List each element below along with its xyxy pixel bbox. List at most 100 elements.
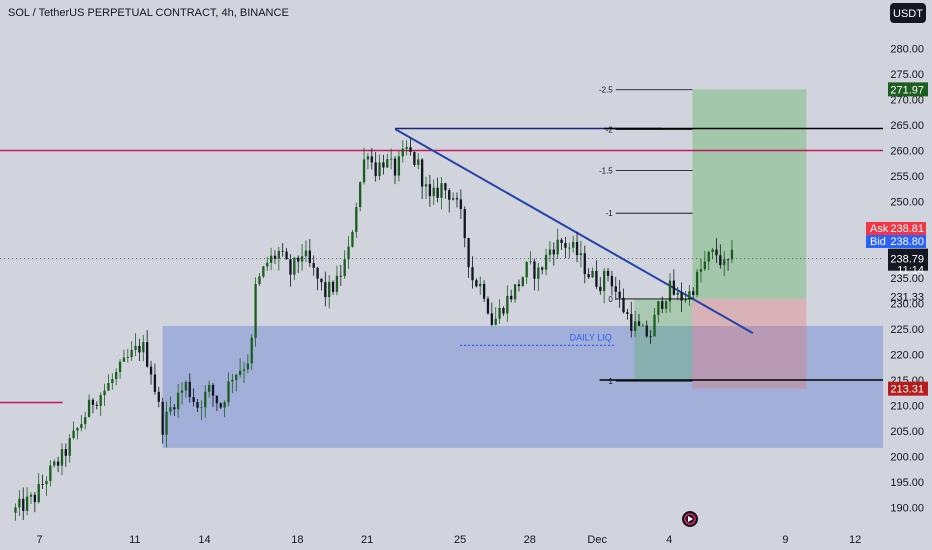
candle-body-80[interactable]	[324, 282, 327, 298]
candle-body-24[interactable]	[107, 383, 110, 391]
candle-body-59[interactable]	[242, 369, 246, 371]
candle-body-126[interactable]	[502, 308, 505, 314]
candle-body-93[interactable]	[374, 162, 377, 177]
candle-body-131[interactable]	[521, 277, 524, 287]
candle-body-81[interactable]	[328, 281, 331, 298]
demand-zone[interactable]	[162, 325, 883, 448]
long-profit-zone[interactable]	[692, 89, 807, 299]
candle-body-60[interactable]	[246, 363, 250, 370]
candle-body-47[interactable]	[196, 401, 199, 408]
candle-body-6[interactable]	[37, 483, 40, 503]
candle-body-142[interactable]	[564, 242, 567, 248]
candle-body-170[interactable]	[672, 280, 676, 295]
candle-body-111[interactable]	[444, 183, 447, 191]
candle-body-17[interactable]	[80, 424, 83, 429]
candle-body-77[interactable]	[312, 263, 315, 268]
candle-body-37[interactable]	[157, 391, 160, 402]
candle-body-90[interactable]	[362, 159, 366, 183]
candle-body-8[interactable]	[45, 480, 48, 485]
candle-body-99[interactable]	[397, 156, 401, 176]
candle-body-109[interactable]	[436, 187, 439, 198]
candle-body-177[interactable]	[699, 269, 703, 272]
candle-body-58[interactable]	[238, 370, 242, 375]
candle-body-18[interactable]	[84, 417, 87, 425]
candle-body-68[interactable]	[277, 250, 281, 259]
candle-body-97[interactable]	[389, 158, 393, 160]
candle-body-16[interactable]	[76, 428, 79, 431]
candle-body-69[interactable]	[281, 250, 284, 252]
candle-body-128[interactable]	[510, 295, 513, 300]
candle-body-121[interactable]	[482, 283, 486, 299]
candle-body-48[interactable]	[200, 407, 203, 409]
candle-body-117[interactable]	[467, 238, 470, 268]
candle-body-162[interactable]	[641, 325, 645, 327]
candle-body-140[interactable]	[556, 239, 559, 255]
replay-icon[interactable]	[682, 511, 698, 527]
candle-body-147[interactable]	[583, 253, 586, 275]
candle-body-94[interactable]	[378, 162, 381, 177]
candle-body-27[interactable]	[118, 361, 122, 373]
candle-body-35[interactable]	[149, 366, 153, 375]
candle-body-54[interactable]	[223, 402, 226, 408]
candle-body-102[interactable]	[409, 147, 412, 152]
candle-body-182[interactable]	[719, 255, 722, 266]
candle-body-125[interactable]	[498, 308, 501, 319]
candle-body-104[interactable]	[417, 159, 420, 165]
candle-body-130[interactable]	[517, 284, 521, 287]
candle-body-145[interactable]	[575, 241, 579, 256]
candle-body-154[interactable]	[610, 275, 614, 287]
candle-body-118[interactable]	[471, 267, 474, 281]
candle-body-156[interactable]	[618, 291, 621, 298]
candle-body-36[interactable]	[153, 374, 157, 392]
candle-body-1[interactable]	[18, 498, 21, 508]
candle-body-115[interactable]	[459, 199, 463, 210]
candle-body-138[interactable]	[548, 249, 552, 255]
candle-body-167[interactable]	[661, 301, 664, 309]
candle-body-136[interactable]	[541, 267, 544, 270]
candle-body-2[interactable]	[22, 498, 25, 511]
candle-body-133[interactable]	[529, 261, 532, 263]
candle-body-176[interactable]	[695, 271, 699, 295]
candle-body-143[interactable]	[568, 247, 571, 249]
candle-body-20[interactable]	[91, 399, 95, 405]
candle-body-106[interactable]	[424, 184, 428, 187]
candle-body-61[interactable]	[250, 337, 253, 364]
candle-body-114[interactable]	[455, 198, 459, 200]
candle-body-29[interactable]	[126, 357, 129, 358]
candle-body-85[interactable]	[343, 259, 346, 277]
candle-body-14[interactable]	[68, 438, 71, 456]
candle-body-179[interactable]	[707, 252, 710, 262]
candle-body-34[interactable]	[146, 342, 149, 367]
candle-body-70[interactable]	[285, 251, 288, 260]
candle-body-123[interactable]	[490, 313, 494, 325]
candle-body-120[interactable]	[479, 283, 482, 287]
candle-body-103[interactable]	[413, 151, 416, 165]
candle-body-26[interactable]	[115, 372, 118, 380]
candle-body-161[interactable]	[637, 321, 641, 326]
candle-body-152[interactable]	[602, 270, 606, 292]
candle-body-75[interactable]	[304, 250, 308, 257]
trendline[interactable]	[394, 128, 754, 334]
candle-body-76[interactable]	[308, 250, 311, 264]
candle-body-67[interactable]	[273, 255, 277, 259]
candle-body-49[interactable]	[204, 391, 207, 408]
candle-body-78[interactable]	[316, 267, 319, 279]
candle-body-74[interactable]	[300, 256, 304, 262]
candle-body-157[interactable]	[622, 297, 625, 313]
currency-button[interactable]: USDT	[890, 3, 926, 23]
candle-body-96[interactable]	[386, 159, 389, 168]
long-stop-zone[interactable]	[692, 298, 807, 389]
candle-body-72[interactable]	[293, 257, 296, 275]
candle-body-52[interactable]	[215, 395, 219, 404]
candle-body-122[interactable]	[486, 298, 490, 314]
candle-body-172[interactable]	[680, 292, 683, 301]
candle-body-87[interactable]	[351, 231, 354, 247]
candle-body-33[interactable]	[142, 342, 145, 353]
candle-body-86[interactable]	[347, 246, 350, 260]
candle-body-129[interactable]	[513, 284, 517, 300]
candle-body-38[interactable]	[161, 401, 164, 435]
candle-body-173[interactable]	[684, 298, 687, 301]
candle-body-174[interactable]	[688, 291, 691, 299]
candle-body-63[interactable]	[258, 276, 261, 285]
candle-body-10[interactable]	[53, 461, 56, 466]
